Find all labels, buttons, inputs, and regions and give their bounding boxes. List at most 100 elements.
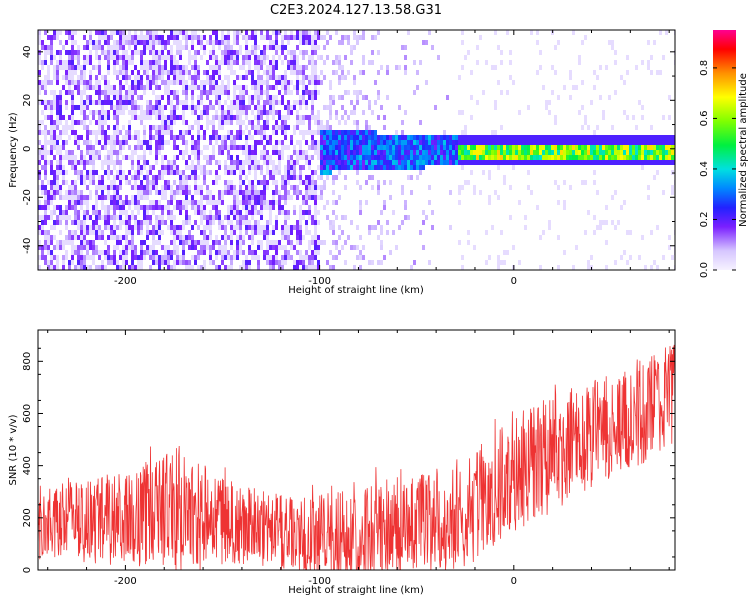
heatmap-cell xyxy=(245,45,248,50)
heatmap-cell xyxy=(65,40,68,45)
heatmap-cell xyxy=(539,135,542,140)
heatmap-cell xyxy=(305,200,308,205)
heatmap-cell xyxy=(656,70,659,75)
heatmap-cell xyxy=(83,65,86,70)
heatmap-cell xyxy=(560,140,563,145)
heatmap-cell xyxy=(140,145,143,150)
heatmap-cell xyxy=(494,140,497,145)
heatmap-cell xyxy=(323,35,326,40)
heatmap-cell xyxy=(446,140,449,145)
heatmap-cell xyxy=(287,60,290,65)
heatmap-cell xyxy=(335,140,338,145)
heatmap-cell xyxy=(581,140,584,145)
heatmap-cell xyxy=(596,135,599,140)
heatmap-cell xyxy=(329,130,332,135)
colorbar-tick-label: 0.8 xyxy=(699,60,710,76)
heatmap-cell xyxy=(488,255,491,260)
heatmap-cell xyxy=(191,95,194,100)
heatmap-cell xyxy=(290,55,293,60)
heatmap-cell xyxy=(68,60,71,65)
heatmap-cell xyxy=(626,145,629,150)
heatmap-cell xyxy=(383,160,386,165)
heatmap-cell xyxy=(548,145,551,150)
heatmap-cell xyxy=(248,235,251,240)
heatmap-cell xyxy=(170,160,173,165)
heatmap-cell xyxy=(113,90,116,95)
heatmap-cell xyxy=(164,185,167,190)
heatmap-cell xyxy=(233,140,236,145)
heatmap-cell xyxy=(101,175,104,180)
heatmap-cell xyxy=(110,145,113,150)
heatmap-cell xyxy=(227,60,230,65)
heatmap-cell xyxy=(314,145,317,150)
heatmap-cell xyxy=(320,140,323,145)
heatmap-cell xyxy=(299,120,302,125)
heatmap-cell xyxy=(197,65,200,70)
heatmap-cell xyxy=(212,50,215,55)
heatmap-cell xyxy=(308,95,311,100)
heatmap-cell xyxy=(134,110,137,115)
heatmap-cell xyxy=(659,150,662,155)
heatmap-cell xyxy=(440,160,443,165)
heatmap-cell xyxy=(137,75,140,80)
heatmap-cell xyxy=(218,150,221,155)
heatmap-cell xyxy=(218,215,221,220)
heatmap-cell xyxy=(545,150,548,155)
heatmap-cell xyxy=(437,160,440,165)
heatmap-cell xyxy=(149,230,152,235)
heatmap-cell xyxy=(557,40,560,45)
heatmap-cell xyxy=(74,165,77,170)
heatmap-cell xyxy=(305,180,308,185)
heatmap-cell xyxy=(647,60,650,65)
heatmap-cell xyxy=(362,255,365,260)
heatmap-cell xyxy=(128,225,131,230)
heatmap-cell xyxy=(92,205,95,210)
heatmap-cell xyxy=(437,150,440,155)
heatmap-cell xyxy=(311,90,314,95)
heatmap-cell xyxy=(305,115,308,120)
heatmap-cell xyxy=(161,210,164,215)
heatmap-cell xyxy=(452,140,455,145)
heatmap-cell xyxy=(164,140,167,145)
heatmap-cell xyxy=(233,85,236,90)
heatmap-cell xyxy=(80,205,83,210)
heatmap-cell xyxy=(278,195,281,200)
heatmap-cell xyxy=(425,80,428,85)
heatmap-cell xyxy=(386,135,389,140)
heatmap-cell xyxy=(266,180,269,185)
heatmap-cell xyxy=(74,200,77,205)
heatmap-cell xyxy=(113,135,116,140)
heatmap-cell xyxy=(116,120,119,125)
heatmap-cell xyxy=(212,155,215,160)
heatmap-cell xyxy=(311,40,314,45)
heatmap-cell xyxy=(320,135,323,140)
heatmap-cell xyxy=(536,30,539,35)
heatmap-cell xyxy=(38,30,41,35)
heatmap-cell xyxy=(245,75,248,80)
heatmap-cell xyxy=(122,245,125,250)
heatmap-cell xyxy=(398,105,401,110)
heatmap-cell xyxy=(293,130,296,135)
heatmap-cell xyxy=(392,145,395,150)
heatmap-cell xyxy=(155,225,158,230)
heatmap-cell xyxy=(284,180,287,185)
heatmap-cell xyxy=(77,105,80,110)
heatmap-cell xyxy=(161,45,164,50)
heatmap-cell xyxy=(260,180,263,185)
heatmap-cell xyxy=(245,160,248,165)
heatmap-cell xyxy=(347,135,350,140)
heatmap-cell xyxy=(224,180,227,185)
heatmap-cell xyxy=(422,245,425,250)
heatmap-cell xyxy=(152,75,155,80)
heatmap-cell xyxy=(308,35,311,40)
heatmap-cell xyxy=(71,165,74,170)
heatmap-cell xyxy=(50,35,53,40)
heatmap-cell xyxy=(308,185,311,190)
heatmap-cell xyxy=(131,90,134,95)
heatmap-cell xyxy=(113,165,116,170)
heatmap-cell xyxy=(224,255,227,260)
heatmap-cell xyxy=(59,55,62,60)
heatmap-cell xyxy=(596,155,599,160)
heatmap-cell xyxy=(626,115,629,120)
heatmap-cell xyxy=(71,105,74,110)
